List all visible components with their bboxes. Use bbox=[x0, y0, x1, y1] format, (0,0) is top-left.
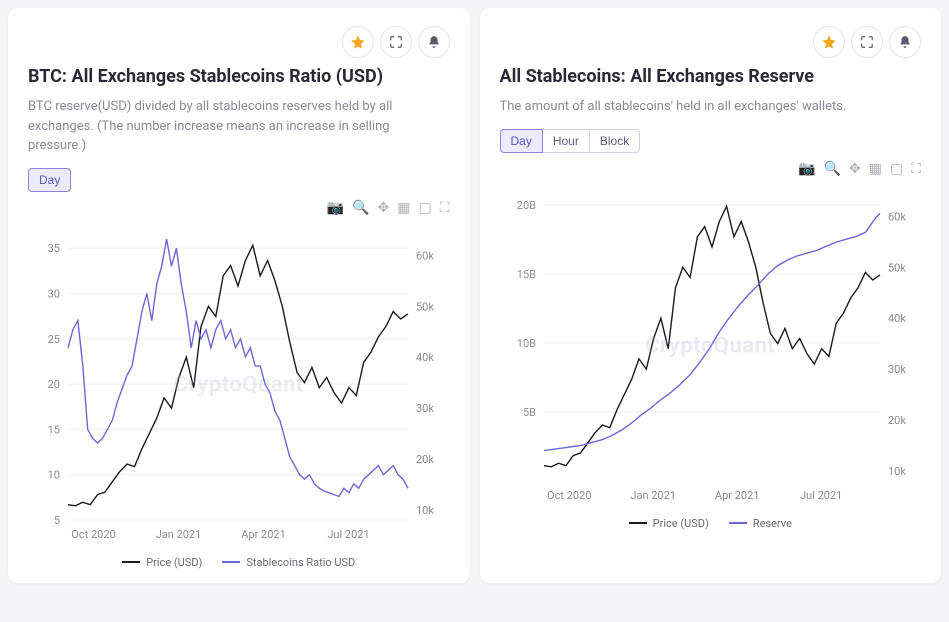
card-title: All Stablecoins: All Exchanges Reserve bbox=[500, 66, 922, 87]
legend-item: Price (USD) bbox=[629, 517, 709, 530]
zoom-icon[interactable]: 🔍 bbox=[824, 161, 841, 177]
svg-text:Jan 2021: Jan 2021 bbox=[156, 528, 202, 541]
svg-text:Apr 2021: Apr 2021 bbox=[714, 489, 759, 502]
svg-text:30k: 30k bbox=[416, 402, 434, 415]
series-ratio bbox=[68, 239, 408, 496]
interval-tabs-left: Day bbox=[28, 168, 450, 192]
svg-text:5B: 5B bbox=[522, 405, 535, 418]
series-price bbox=[68, 245, 408, 506]
expand-icon[interactable] bbox=[851, 26, 883, 58]
legend-label: Stablecoins Ratio USD bbox=[246, 556, 355, 569]
legend-item: Stablecoins Ratio USD bbox=[222, 556, 355, 569]
svg-text:35: 35 bbox=[48, 242, 60, 255]
svg-text:50k: 50k bbox=[888, 261, 906, 274]
bell-icon[interactable] bbox=[889, 26, 921, 58]
svg-text:30k: 30k bbox=[888, 363, 906, 376]
chart-right: 5B 10B 15B 20B 10k 20k 30k 40k 50k 60k Oct 2020 Jan… bbox=[500, 181, 920, 511]
legend-swatch bbox=[222, 561, 240, 563]
svg-text:Jan 2021: Jan 2021 bbox=[630, 489, 676, 502]
svg-text:Oct 2020: Oct 2020 bbox=[547, 489, 591, 502]
svg-text:50k: 50k bbox=[416, 300, 434, 313]
svg-text:15: 15 bbox=[48, 423, 60, 436]
legend-item: Reserve bbox=[729, 517, 792, 530]
dashboard-container: BTC: All Exchanges Stablecoins Ratio (US… bbox=[8, 8, 941, 583]
legend-item: Price (USD) bbox=[122, 556, 202, 569]
svg-text:5: 5 bbox=[54, 514, 60, 527]
svg-text:60k: 60k bbox=[888, 210, 906, 223]
legend-label: Price (USD) bbox=[146, 556, 202, 569]
svg-text:Apr 2021: Apr 2021 bbox=[241, 528, 286, 541]
legend-swatch bbox=[122, 561, 140, 563]
svg-text:30: 30 bbox=[48, 287, 60, 300]
star-icon[interactable] bbox=[813, 26, 845, 58]
svg-text:20B: 20B bbox=[516, 198, 535, 211]
pan-icon[interactable]: ✥ bbox=[377, 200, 389, 216]
legend-label: Reserve bbox=[753, 517, 792, 530]
legend-swatch bbox=[629, 522, 647, 524]
svg-text:10: 10 bbox=[48, 468, 60, 481]
plus-icon[interactable]: ▦ bbox=[869, 161, 882, 177]
minus-icon[interactable]: ▢ bbox=[890, 161, 903, 177]
legend-right: Price (USD) Reserve bbox=[500, 517, 922, 530]
plus-icon[interactable]: ▦ bbox=[397, 200, 410, 216]
chart-toolbar: 📷 🔍 ✥ ▦ ▢ ⛶ bbox=[28, 200, 450, 216]
card-actions bbox=[500, 26, 922, 58]
svg-text:20k: 20k bbox=[888, 413, 906, 426]
svg-text:60k: 60k bbox=[416, 249, 434, 262]
expand-icon[interactable] bbox=[380, 26, 412, 58]
interval-tabs-right: DayHourBlock bbox=[500, 129, 922, 153]
svg-text:10k: 10k bbox=[888, 464, 906, 477]
svg-text:Jul 2021: Jul 2021 bbox=[800, 489, 842, 502]
svg-text:10B: 10B bbox=[516, 336, 535, 349]
card-description: The amount of all stablecoins' held in a… bbox=[500, 97, 922, 117]
chart-toolbar: 📷 🔍 ✥ ▦ ▢ ⛶ bbox=[500, 161, 922, 177]
interval-tab-block[interactable]: Block bbox=[590, 129, 640, 153]
legend-label: Price (USD) bbox=[653, 517, 709, 530]
card-stablecoins-reserve: All Stablecoins: All Exchanges Reserve T… bbox=[480, 8, 942, 583]
pan-icon[interactable]: ✥ bbox=[849, 161, 861, 177]
camera-icon[interactable]: 📷 bbox=[798, 161, 815, 177]
svg-text:25: 25 bbox=[48, 332, 60, 345]
svg-text:40k: 40k bbox=[888, 312, 906, 325]
card-description: BTC reserve(USD) divided by all stableco… bbox=[28, 97, 450, 156]
svg-text:10k: 10k bbox=[416, 503, 434, 516]
zoom-icon[interactable]: 🔍 bbox=[352, 200, 369, 216]
svg-text:Jul 2021: Jul 2021 bbox=[327, 528, 369, 541]
svg-text:20: 20 bbox=[48, 378, 60, 391]
minus-icon[interactable]: ▢ bbox=[418, 200, 431, 216]
fullscreen-icon[interactable]: ⛶ bbox=[911, 161, 921, 177]
svg-text:15B: 15B bbox=[516, 267, 535, 280]
interval-tab-day[interactable]: Day bbox=[28, 168, 71, 192]
svg-text:40k: 40k bbox=[416, 351, 434, 364]
card-title: BTC: All Exchanges Stablecoins Ratio (US… bbox=[28, 66, 450, 87]
fullscreen-icon[interactable]: ⛶ bbox=[440, 200, 450, 216]
svg-text:Oct 2020: Oct 2020 bbox=[71, 528, 115, 541]
interval-tab-day[interactable]: Day bbox=[500, 129, 543, 153]
chart-left: 5 10 15 20 25 30 35 10k 20k 30k 40k 50k 60k Oct 2020 J… bbox=[28, 220, 448, 550]
camera-icon[interactable]: 📷 bbox=[327, 200, 344, 216]
svg-text:20k: 20k bbox=[416, 452, 434, 465]
legend-swatch bbox=[729, 522, 747, 524]
chart-wrap-left: 5 10 15 20 25 30 35 10k 20k 30k 40k 50k 60k Oct 2020 J… bbox=[28, 220, 450, 550]
card-actions bbox=[28, 26, 450, 58]
card-stablecoins-ratio: BTC: All Exchanges Stablecoins Ratio (US… bbox=[8, 8, 470, 583]
bell-icon[interactable] bbox=[418, 26, 450, 58]
interval-tab-hour[interactable]: Hour bbox=[543, 129, 590, 153]
legend-left: Price (USD) Stablecoins Ratio USD bbox=[28, 556, 450, 569]
star-icon[interactable] bbox=[342, 26, 374, 58]
chart-wrap-right: 5B 10B 15B 20B 10k 20k 30k 40k 50k 60k Oct 2020 Jan… bbox=[500, 181, 922, 511]
